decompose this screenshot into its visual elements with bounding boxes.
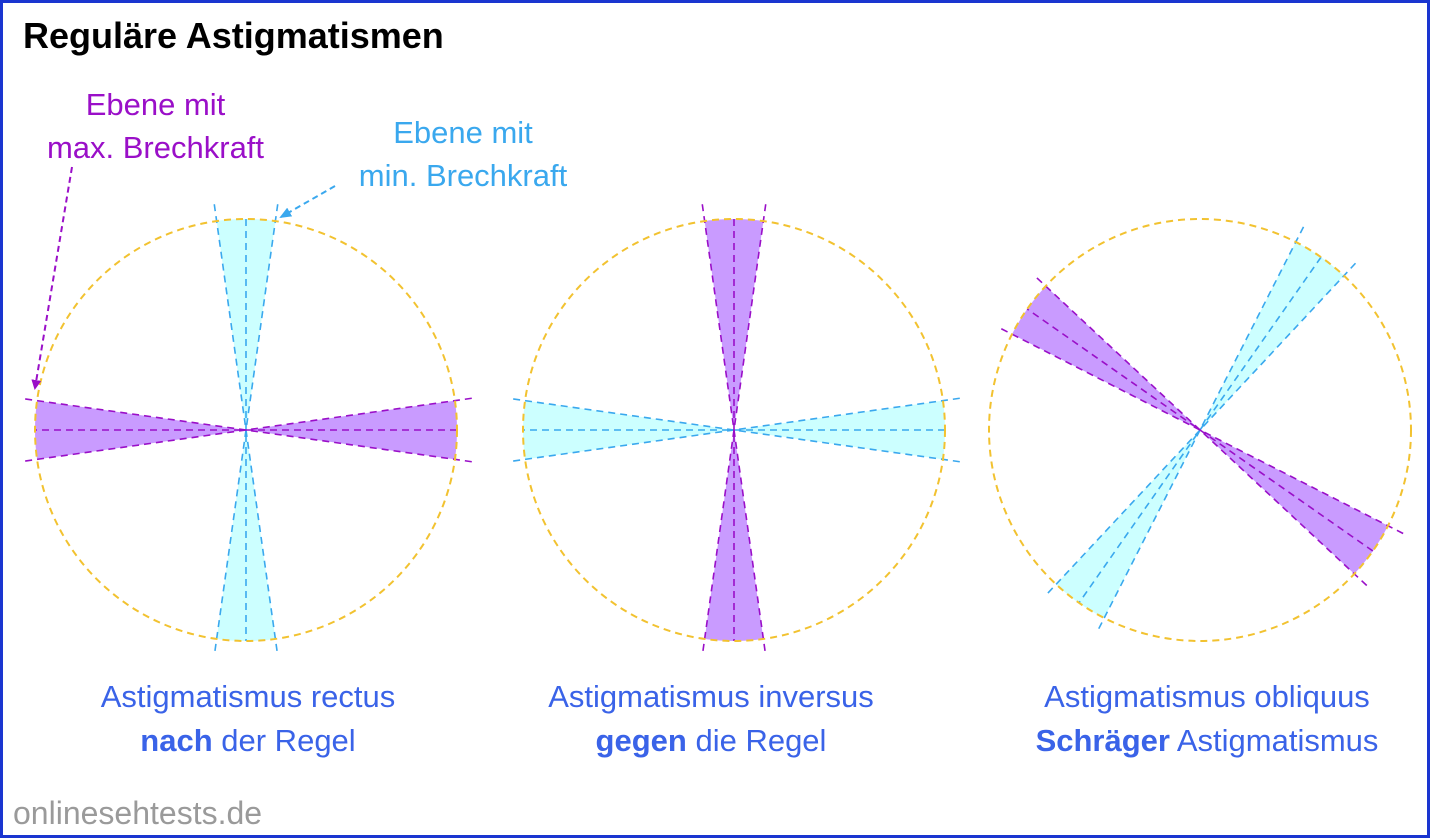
diagram-3-max-plane-meridian-line: [1026, 308, 1374, 552]
caption-rectus: Astigmatismus rectus nach der Regel: [8, 675, 488, 763]
min-plane-label-line2: min. Brechkraft: [358, 158, 568, 193]
diagram-3-min-plane-wedge-1: [1200, 241, 1344, 430]
min-plane-label: Ebene mit min. Brechkraft: [343, 111, 583, 197]
diagram-1-max-plane-wedge-1: [246, 400, 458, 460]
max-plane-label: Ebene mit max. Brechkraft: [33, 83, 278, 169]
caption-rectus-line1: Astigmatismus rectus: [100, 679, 396, 714]
max-plane-label-line1: Ebene mit: [85, 87, 226, 122]
caption-inversus-rest: die Regel: [686, 723, 827, 758]
diagram-3-cornea-circle: [988, 218, 1412, 642]
caption-obliquus: Astigmatismus obliquus Schräger Astigmat…: [967, 675, 1430, 763]
caption-rectus-rest: der Regel: [212, 723, 356, 758]
diagram-canvas: [20, 166, 1412, 656]
caption-inversus: Astigmatismus inversus gegen die Regel: [471, 675, 951, 763]
diagram-3-min-plane-wedge-2: [1056, 430, 1200, 619]
diagram-1-min-plane-wedge-1: [216, 219, 276, 430]
diagram-3-max-plane-wedge-2: [1011, 286, 1200, 430]
min-plane-pointer-arrow: [279, 185, 336, 218]
diagram-2-min-plane-wedge-1: [734, 400, 945, 460]
caption-inversus-line2: gegen die Regel: [471, 719, 951, 763]
max-plane-label-line2: max. Brechkraft: [46, 130, 265, 165]
caption-inversus-bold: gegen: [595, 723, 687, 758]
diagram-3-max-plane-wedge-1: [1200, 430, 1389, 574]
diagram-1-cornea-circle: [34, 218, 458, 642]
diagram-2-max-plane-wedge-1: [704, 219, 764, 430]
diagram-2-cornea-circle: [522, 218, 946, 642]
max-plane-pointer-arrow: [31, 166, 73, 390]
watermark: onlinesehtests.de: [13, 795, 263, 831]
caption-rectus-line2: nach der Regel: [8, 719, 488, 763]
caption-inversus-line1: Astigmatismus inversus: [548, 679, 874, 714]
caption-rectus-bold: nach: [140, 723, 213, 758]
min-plane-label-line1: Ebene mit: [393, 115, 533, 150]
caption-obliquus-line1: Astigmatismus obliquus: [1044, 679, 1370, 714]
caption-obliquus-bold: Schräger: [1035, 723, 1170, 758]
caption-obliquus-line2: Schräger Astigmatismus: [967, 719, 1430, 763]
page-title: Reguläre Astigmatismen: [23, 15, 444, 56]
caption-obliquus-rest: Astigmatismus: [1169, 723, 1379, 758]
